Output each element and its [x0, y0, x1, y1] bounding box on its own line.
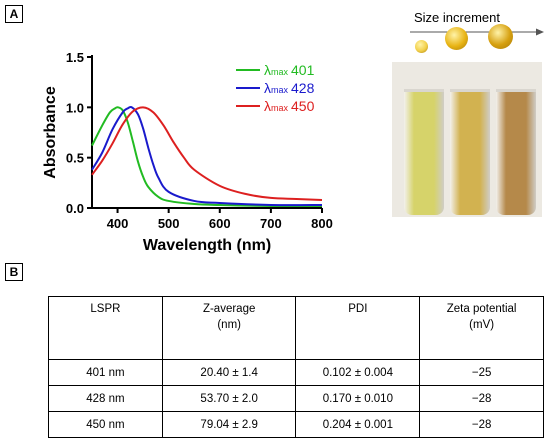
table-cell: 401 nm [48, 359, 163, 386]
vial-1 [404, 89, 444, 215]
table-header-cell: Z-average (nm) [161, 296, 297, 360]
x-tick-label: 800 [311, 216, 333, 231]
x-tick-label: 600 [209, 216, 231, 231]
properties-table: LSPR Z-average (nm) PDI Zeta potential (mV) 4… [48, 296, 544, 438]
table-header-text: (nm) [217, 318, 241, 331]
series-line-428 [91, 105, 323, 207]
y-tick-label: 1.5 [66, 50, 84, 65]
table-cell: 0.102 ± 0.004 [295, 359, 421, 386]
table-header-cell: LSPR [48, 296, 163, 360]
x-axis-label: Wavelength (nm) [143, 237, 271, 254]
table-header-cell: PDI [295, 296, 421, 360]
y-axis-label: Absorbance [42, 86, 59, 179]
legend-label-450: λmax 450 [264, 98, 315, 114]
vial-2 [450, 89, 490, 215]
particle-dot-2 [444, 26, 468, 50]
x-tick-label: 700 [260, 216, 282, 231]
x-tick-label: 500 [158, 216, 180, 231]
series-line-401 [91, 106, 323, 208]
table-header-text: PDI [348, 303, 368, 315]
table-row: 428 nm 53.70 ± 2.0 0.170 ± 0.010 −28 [48, 385, 544, 412]
vial-rim [404, 89, 444, 92]
table-row: 401 nm 20.40 ± 1.4 0.102 ± 0.004 −25 [48, 359, 544, 386]
size-increment-label: Size increment [414, 10, 500, 25]
table-cell: 20.40 ± 1.4 [161, 359, 297, 386]
table-cell: 79.04 ± 2.9 [161, 411, 297, 438]
legend-label-428: λmax 428 [264, 80, 315, 96]
table-header-text: LSPR [90, 303, 121, 315]
legend-label-401: λmax 401 [264, 62, 315, 78]
x-tick-label: 400 [107, 216, 129, 231]
table-header-cell: Zeta potential (mV) [419, 296, 544, 360]
table-cell: 450 nm [48, 411, 163, 438]
table-body: 401 nm 20.40 ± 1.4 0.102 ± 0.004 −25 428 nm 5… [48, 359, 544, 438]
panel-label-a: A [5, 5, 23, 23]
panel-label-b: B [5, 263, 23, 281]
table-cell: −28 [419, 411, 544, 438]
table-cell: −28 [419, 385, 544, 412]
table-header-text: Zeta potential [446, 303, 517, 315]
vial-3 [496, 89, 536, 215]
vial-photo [392, 62, 542, 217]
table-header-text: (mV) [469, 318, 495, 331]
y-tick-label: 1.0 [66, 100, 84, 115]
size-increment-arrow [410, 28, 544, 36]
table-header-text: Z-average [202, 303, 256, 315]
table-cell: −25 [419, 359, 544, 386]
table-cell: 0.170 ± 0.010 [295, 385, 421, 412]
absorbance-chart: 0.0 0.5 1.0 1.5 400 500 600 700 800 Wavelength (n… [42, 50, 333, 254]
vial-rim [496, 89, 536, 92]
table-cell: 53.70 ± 2.0 [161, 385, 297, 412]
y-tick-label: 0.5 [66, 151, 84, 166]
table-header-row: LSPR Z-average (nm) PDI Zeta potential (mV) [48, 296, 544, 360]
table-row: 450 nm 79.04 ± 2.9 0.204 ± 0.001 −28 [48, 411, 544, 438]
y-tick-label: 0.0 [66, 201, 84, 216]
particle-dot-3 [487, 23, 513, 49]
table-cell: 428 nm [48, 385, 163, 412]
particle-dot-1 [414, 39, 428, 53]
series-line-450 [91, 106, 323, 201]
table-cell: 0.204 ± 0.001 [295, 411, 421, 438]
vial-rim [450, 89, 490, 92]
